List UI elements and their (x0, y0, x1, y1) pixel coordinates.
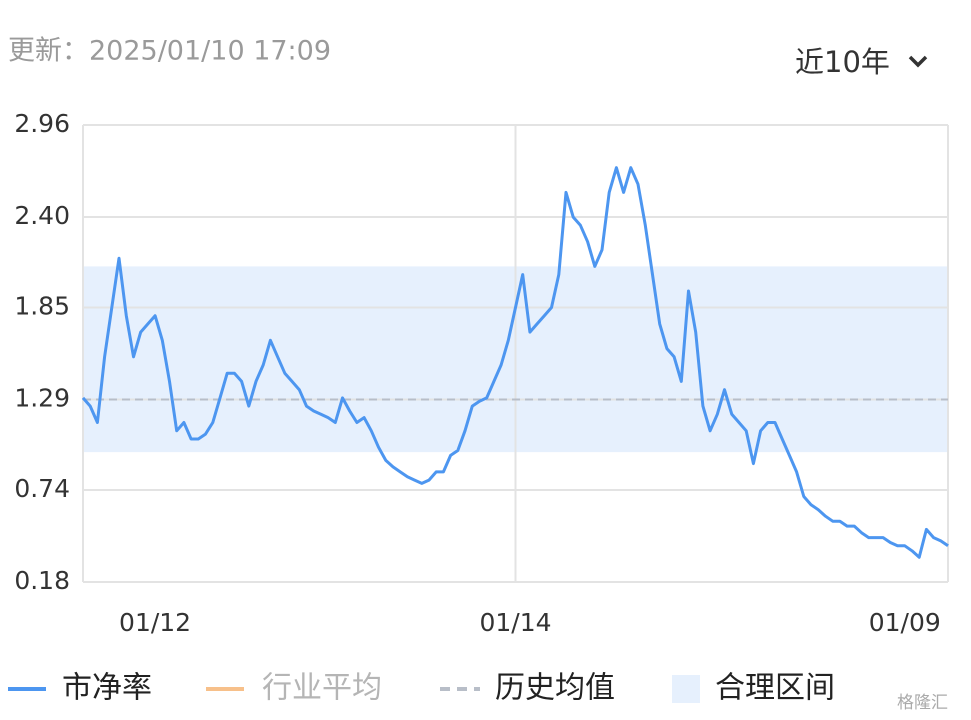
legend-label: 行业平均 (262, 671, 382, 706)
y-tick-label: 2.40 (14, 201, 70, 230)
watermark: 格隆汇 (897, 693, 948, 713)
update-time: 更新：2025/01/10 17:09 (8, 36, 331, 67)
legend-swatch (672, 675, 700, 703)
y-tick-label: 2.96 (14, 109, 70, 138)
legend-label: 历史均值 (495, 671, 615, 706)
x-tick-label: 01/09 (869, 608, 941, 637)
x-tick-label: 01/14 (479, 608, 551, 637)
y-tick-label: 0.18 (14, 566, 70, 595)
series-line (81, 166, 949, 559)
y-tick-label: 1.85 (14, 291, 70, 320)
range-selector[interactable]: 近10年 (795, 45, 890, 79)
legend-label: 市净率 (62, 671, 152, 706)
legend-label: 合理区间 (715, 671, 835, 706)
y-tick-label: 1.29 (14, 384, 70, 413)
y-tick-label: 0.74 (14, 474, 70, 503)
dropdown-arrow[interactable] (908, 55, 928, 68)
x-tick-label: 01/12 (119, 608, 191, 637)
